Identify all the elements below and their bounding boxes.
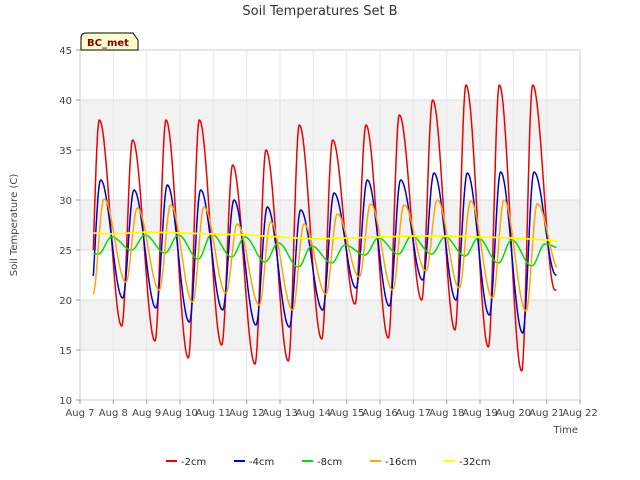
x-tick-label: Aug 18 bbox=[429, 408, 464, 419]
x-tick-label: Aug 14 bbox=[296, 408, 331, 419]
x-tick-label: Aug 11 bbox=[196, 408, 231, 419]
y-axis-title: Soil Temperature (C) bbox=[9, 174, 20, 277]
x-tick-label: Aug 8 bbox=[99, 408, 128, 419]
x-tick-label: Aug 12 bbox=[229, 408, 264, 419]
x-tick-label: Aug 21 bbox=[529, 408, 564, 419]
series-line-4cm bbox=[92, 171, 557, 334]
x-tick-label: Aug 22 bbox=[562, 408, 597, 419]
x-tick-label: Aug 10 bbox=[162, 408, 197, 419]
chart-title: Soil Temperatures Set B bbox=[242, 4, 397, 19]
x-tick-label: Aug 7 bbox=[65, 408, 94, 419]
x-tick-label: Aug 17 bbox=[396, 408, 431, 419]
series-lines bbox=[92, 84, 558, 372]
y-tick-label: 30 bbox=[59, 196, 72, 207]
y-tick-label: 15 bbox=[59, 346, 72, 357]
x-tick-label: Aug 20 bbox=[496, 408, 531, 419]
y-tick-label: 10 bbox=[59, 396, 72, 407]
axes bbox=[79, 49, 581, 401]
x-axis-title: Time bbox=[553, 425, 578, 436]
x-tick-label: Aug 16 bbox=[362, 408, 397, 419]
x-tick-label: Aug 13 bbox=[262, 408, 297, 419]
badge-label: BC_met bbox=[87, 38, 129, 49]
plot-band bbox=[80, 300, 580, 350]
y-tick-label: 20 bbox=[59, 296, 72, 307]
station-badge: BC_met bbox=[80, 32, 139, 51]
legend-label: -32cm bbox=[459, 457, 491, 468]
x-tick-label: Aug 19 bbox=[462, 408, 497, 419]
legend-label: -8cm bbox=[317, 457, 342, 468]
y-tick-label: 45 bbox=[59, 46, 72, 57]
series-line-16cm bbox=[92, 198, 558, 312]
plot-frame bbox=[79, 49, 581, 401]
y-tick-label: 25 bbox=[59, 246, 72, 257]
legend-label: -16cm bbox=[385, 457, 417, 468]
y-tick-label: 40 bbox=[59, 96, 72, 107]
badge-box bbox=[80, 32, 139, 51]
y-axis-ticks: 10 15 20 25 30 35 40 45 bbox=[59, 46, 80, 407]
x-tick-label: Aug 15 bbox=[329, 408, 364, 419]
x-tick-label: Aug 9 bbox=[132, 408, 161, 419]
legend: -2cm -4cm -8cm -16cm -32cm bbox=[166, 457, 491, 468]
legend-label: -2cm bbox=[181, 457, 206, 468]
series-line-32cm bbox=[93, 231, 557, 242]
y-tick-label: 35 bbox=[59, 146, 72, 157]
legend-label: -4cm bbox=[249, 457, 274, 468]
